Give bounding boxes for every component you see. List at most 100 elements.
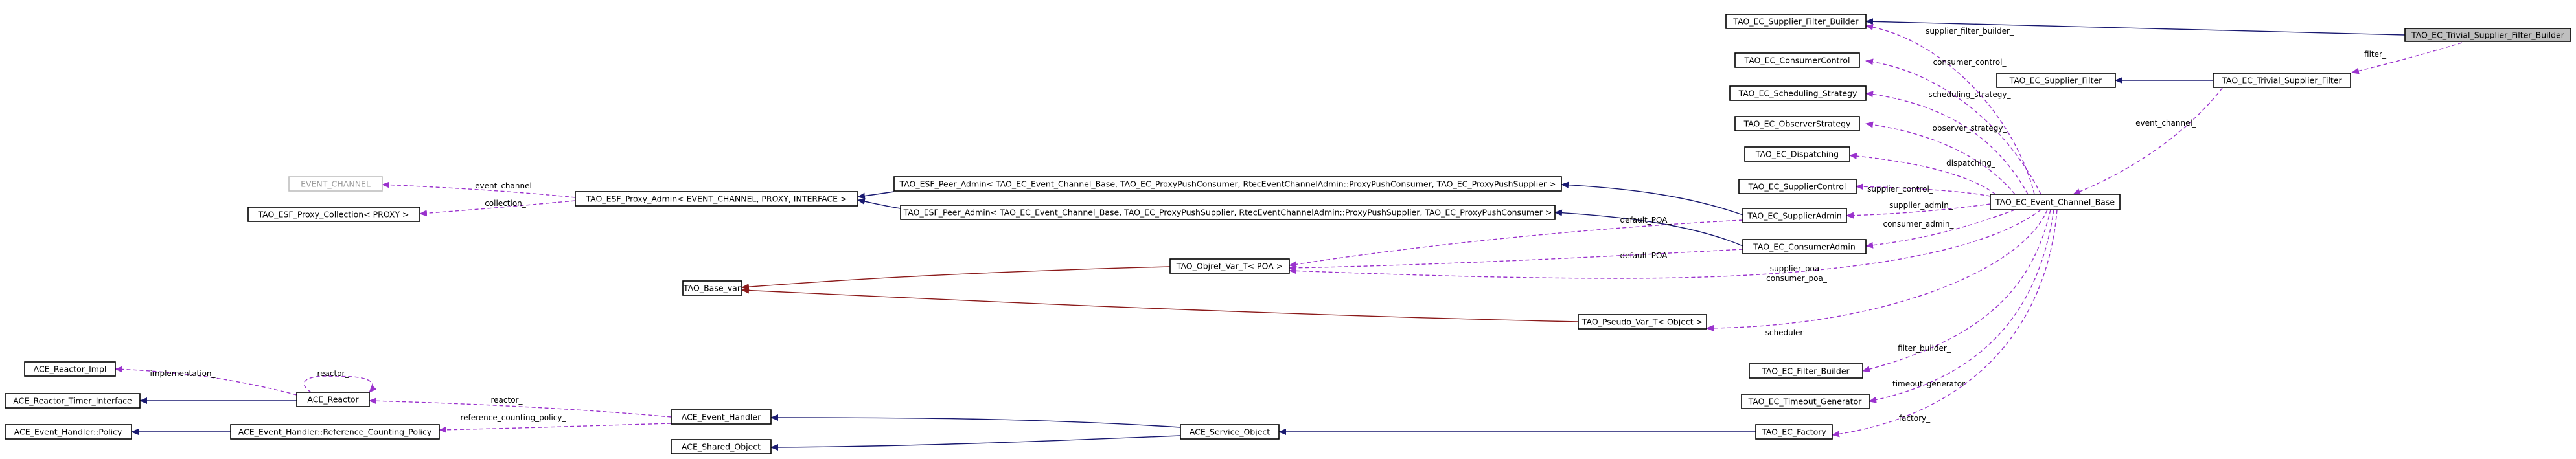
svg-text:TAO_EC_Filter_Builder: TAO_EC_Filter_Builder	[1761, 366, 1850, 376]
svg-text:TAO_ESF_Peer_Admin< TAO_EC_Eve: TAO_ESF_Peer_Admin< TAO_EC_Event_Channel…	[903, 208, 1552, 218]
node-reactor[interactable]: ACE_Reactor	[296, 392, 370, 407]
svg-text:ACE_Reactor_Timer_Interface: ACE_Reactor_Timer_Interface	[13, 396, 132, 406]
node-objref-var[interactable]: TAO_Objref_Var_T< POA >	[1169, 258, 1290, 274]
svg-text:TAO_ESF_Peer_Admin< TAO_EC_Eve: TAO_ESF_Peer_Admin< TAO_EC_Event_Channel…	[899, 179, 1556, 189]
edge-label-filter: filter_	[2364, 50, 2387, 59]
node-base-var[interactable]: TAO_Base_var	[682, 280, 742, 296]
node-service-object[interactable]: ACE_Service_Object	[1180, 424, 1280, 440]
edge-label-consumer-poa: consumer_poa_	[1766, 274, 1828, 283]
edge-label-event-channel-pa: event_channel_	[475, 181, 536, 190]
node-consumer-control[interactable]: TAO_EC_ConsumerControl	[1734, 52, 1860, 68]
node-event-handler-policy[interactable]: ACE_Event_Handler::Policy	[5, 424, 132, 440]
edge-label-reference-counting-policy: reference_counting_policy_	[460, 413, 566, 422]
node-supplier-filter[interactable]: TAO_EC_Supplier_Filter	[1996, 73, 2116, 88]
edge-filter-builder-use	[1862, 209, 2051, 373]
svg-text:TAO_EC_Scheduling_Strategy: TAO_EC_Scheduling_Strategy	[1738, 89, 1857, 98]
node-supplier-control[interactable]: TAO_EC_SupplierControl	[1738, 179, 1857, 194]
edge-label-supplier-admin: supplier_admin_	[1889, 201, 1953, 210]
edge-scheduling-strategy-use	[1865, 91, 2029, 195]
edge-label-supplier-poa: supplier_poa_	[1770, 264, 1824, 273]
edge-label-default-poa-2: default_POA_	[1620, 251, 1672, 260]
edge-scheduler-use	[1706, 209, 2048, 331]
edge-label-timeout-generator: timeout_generator_	[1892, 379, 1970, 388]
svg-text:TAO_EC_Supplier_Filter_Builder: TAO_EC_Supplier_Filter_Builder	[1732, 17, 1859, 27]
node-dispatching[interactable]: TAO_EC_Dispatching	[1744, 146, 1850, 162]
svg-text:ACE_Reactor: ACE_Reactor	[307, 395, 359, 405]
node-shared-object[interactable]: ACE_Shared_Object	[671, 439, 772, 454]
nodes: TAO_EC_Trivial_Supplier_Filter_Builder T…	[5, 14, 2571, 454]
svg-text:TAO_EC_Event_Channel_Base: TAO_EC_Event_Channel_Base	[1995, 197, 2115, 207]
edge-consumer-admin-use	[1865, 209, 2016, 249]
edges	[115, 18, 2463, 451]
node-pseudo-var[interactable]: TAO_Pseudo_Var_T< Object >	[1578, 314, 1707, 330]
node-filter-builder[interactable]: TAO_EC_Filter_Builder	[1749, 363, 1863, 379]
edge-collection-use	[419, 200, 576, 217]
svg-text:TAO_ESF_Proxy_Collection< PROX: TAO_ESF_Proxy_Collection< PROXY >	[257, 210, 409, 219]
node-peer-admin-consumer[interactable]: TAO_ESF_Peer_Admin< TAO_EC_Event_Channel…	[893, 176, 1562, 192]
edge-pseudo-var-to-base-var	[741, 287, 1579, 322]
svg-text:ACE_Shared_Object: ACE_Shared_Object	[682, 442, 761, 452]
edge-label-reactor-self: reactor_	[317, 369, 350, 378]
node-peer-admin-supplier[interactable]: TAO_ESF_Peer_Admin< TAO_EC_Event_Channel…	[900, 205, 1556, 220]
node-reactor-impl[interactable]: ACE_Reactor_Impl	[24, 361, 116, 377]
edge-label-reactor-eh: reactor_	[491, 396, 523, 405]
edge-peer-admin-consumer-to-proxy-admin	[857, 191, 895, 199]
svg-text:TAO_EC_Trivial_Supplier_Filter: TAO_EC_Trivial_Supplier_Filter	[2221, 76, 2342, 85]
node-event-channel-base[interactable]: TAO_EC_Event_Channel_Base	[1990, 194, 2121, 210]
edge-supplier-admin-use	[1846, 203, 1991, 219]
edge-filter-use	[2351, 42, 2463, 74]
node-event-channel[interactable]: EVENT_CHANNEL	[288, 176, 383, 192]
node-proxy-admin[interactable]: TAO_ESF_Proxy_Admin< EVENT_CHANNEL, PROX…	[575, 191, 858, 207]
svg-text:TAO_Pseudo_Var_T< Object >: TAO_Pseudo_Var_T< Object >	[1581, 317, 1703, 327]
svg-text:ACE_Event_Handler::Reference_C: ACE_Event_Handler::Reference_Counting_Po…	[238, 427, 432, 437]
svg-text:TAO_ESF_Proxy_Admin< EVENT_CHA: TAO_ESF_Proxy_Admin< EVENT_CHANNEL, PROX…	[585, 194, 847, 204]
edge-label-collection: collection_	[485, 199, 527, 208]
node-proxy-collection[interactable]: TAO_ESF_Proxy_Collection< PROXY >	[247, 207, 420, 222]
edge-label-implementation: implementation_	[150, 369, 216, 378]
svg-text:TAO_EC_Timeout_Generator: TAO_EC_Timeout_Generator	[1748, 397, 1863, 407]
edge-labels: supplier_filter_builder_ consumer_contro…	[150, 27, 2387, 423]
edge-label-supplier-filter-builder: supplier_filter_builder_	[1926, 27, 2014, 36]
node-ec-factory[interactable]: TAO_EC_Factory	[1755, 424, 1833, 440]
edge-shared-object-to-service-object	[770, 435, 1181, 451]
edge-observer-strategy-use	[1865, 121, 2016, 195]
svg-text:TAO_EC_ConsumerAdmin: TAO_EC_ConsumerAdmin	[1753, 242, 1856, 252]
edge-label-filter-builder: filter_builder_	[1898, 344, 1951, 353]
edge-event-handler-to-service-object	[770, 414, 1181, 428]
svg-text:ACE_Service_Object: ACE_Service_Object	[1190, 427, 1270, 437]
node-observer-strategy[interactable]: TAO_EC_ObserverStrategy	[1734, 116, 1860, 131]
edge-supplier-filter-builder-use	[1865, 23, 2035, 195]
svg-text:TAO_EC_SupplierControl: TAO_EC_SupplierControl	[1748, 182, 1846, 192]
edge-label-default-poa-1: default_POA_	[1620, 216, 1672, 225]
node-reference-counting-policy[interactable]: ACE_Event_Handler::Reference_Counting_Po…	[230, 424, 440, 440]
svg-text:TAO_EC_Trivial_Supplier_Filter: TAO_EC_Trivial_Supplier_Filter_Builder	[2411, 30, 2565, 40]
edge-event-channel-tf-use	[2073, 87, 2223, 195]
node-supplier-filter-builder[interactable]: TAO_EC_Supplier_Filter_Builder	[1725, 14, 1867, 29]
node-trivial-supplier-filter[interactable]: TAO_EC_Trivial_Supplier_Filter	[2213, 73, 2351, 88]
node-trivial-supplier-filter-builder[interactable]: TAO_EC_Trivial_Supplier_Filter_Builder	[2404, 28, 2571, 42]
node-scheduling-strategy[interactable]: TAO_EC_Scheduling_Strategy	[1729, 85, 1867, 101]
svg-text:ACE_Event_Handler::Policy: ACE_Event_Handler::Policy	[14, 427, 122, 437]
edge-consumer-control-use	[1865, 58, 2041, 195]
node-timeout-generator[interactable]: TAO_EC_Timeout_Generator	[1741, 394, 1870, 409]
edge-peer-admin-supplier-to-proxy-admin	[857, 198, 901, 209]
edge-reactor-eh-use	[369, 397, 672, 418]
edge-trivial-builder-to-supplier-filter-builder	[1865, 18, 2406, 36]
edge-consumer-admin-to-peer-admin-supplier	[1554, 209, 1743, 247]
svg-text:TAO_EC_Dispatching: TAO_EC_Dispatching	[1755, 150, 1839, 159]
svg-text:TAO_EC_Supplier_Filter: TAO_EC_Supplier_Filter	[2009, 76, 2103, 85]
svg-text:ACE_Reactor_Impl: ACE_Reactor_Impl	[34, 364, 107, 374]
edge-label-supplier-control: supplier_control_	[1867, 185, 1934, 194]
edge-implementation-use	[115, 366, 297, 396]
node-consumer-admin[interactable]: TAO_EC_ConsumerAdmin	[1742, 239, 1867, 254]
edge-reactor-self-use	[303, 375, 377, 393]
node-event-handler[interactable]: ACE_Event_Handler	[671, 409, 772, 425]
edge-timeout-generator-use	[1869, 209, 2054, 403]
node-reactor-timer-interface[interactable]: ACE_Reactor_Timer_Interface	[5, 393, 141, 409]
edge-poa-use	[1289, 209, 2041, 279]
edge-supplier-admin-to-peer-admin-consumer	[1561, 181, 1743, 216]
node-supplier-admin[interactable]: TAO_EC_SupplierAdmin	[1742, 208, 1847, 223]
edge-label-scheduler: scheduler_	[1765, 328, 1808, 337]
edge-label-scheduling-strategy: scheduling_strategy_	[1928, 90, 2011, 99]
